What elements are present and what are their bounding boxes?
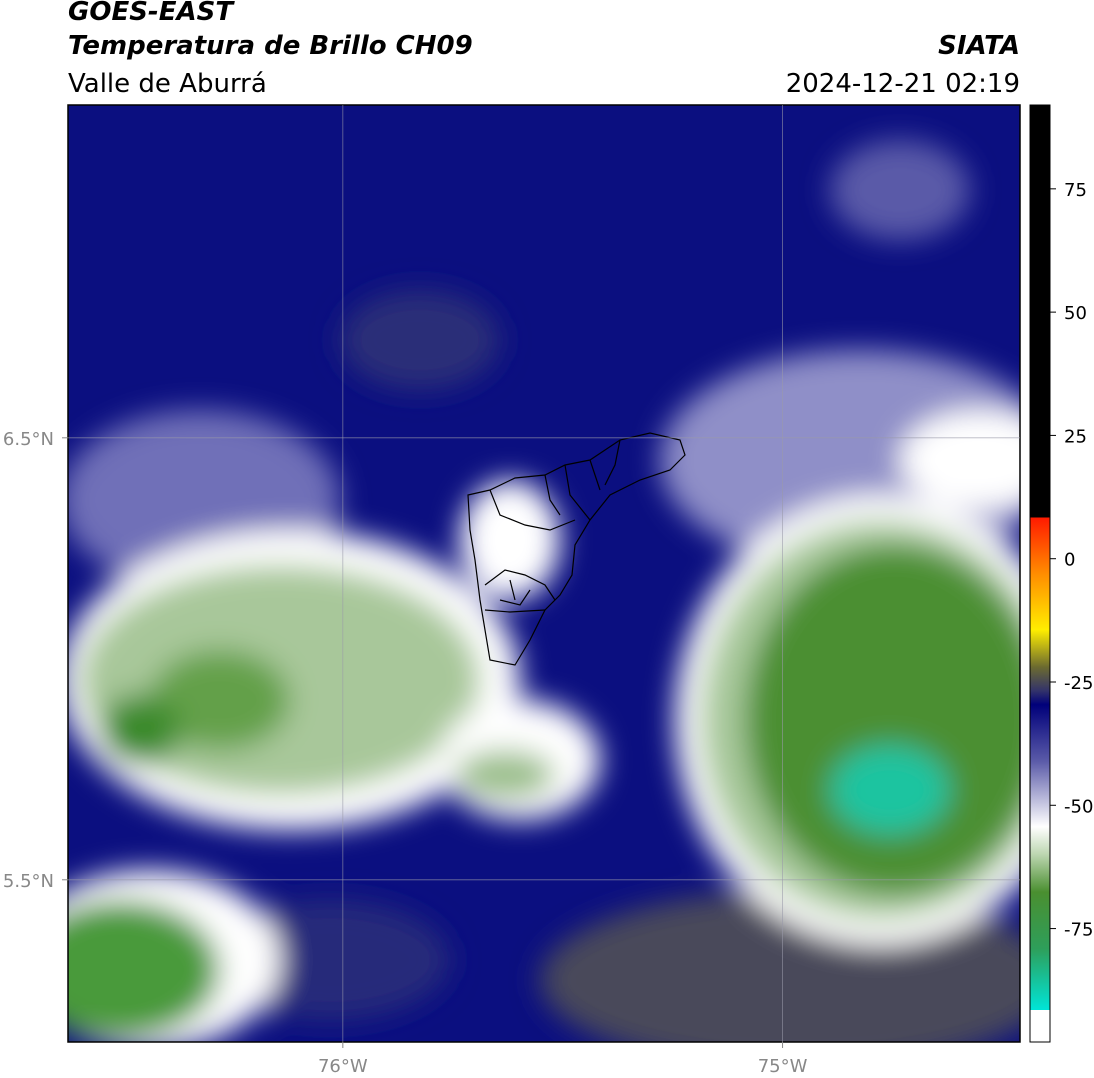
- subtitle: Temperatura de Brillo CH09: [68, 31, 473, 61]
- colorbar-tick-label: -25: [1064, 673, 1093, 694]
- y-tick-label: 5.5°N: [3, 871, 54, 892]
- colorbar-tick-label: 25: [1064, 426, 1087, 447]
- colorbar-tick-label: 50: [1064, 303, 1087, 324]
- source: SIATA: [938, 31, 1020, 61]
- colorbar-tick-label: 75: [1064, 180, 1087, 201]
- colorbar: [1029, 104, 1051, 1043]
- timestamp: 2024-12-21 02:19: [786, 69, 1020, 99]
- y-tick-label: 6.5°N: [3, 429, 54, 450]
- x-tick-label: 75°W: [758, 1056, 808, 1077]
- region: Valle de Aburrá: [68, 69, 267, 99]
- colorbar-tick-label: -75: [1064, 920, 1093, 941]
- colorbar-tick-label: -50: [1064, 796, 1093, 817]
- x-tick-label: 76°W: [318, 1056, 368, 1077]
- map-frame: [67, 104, 1021, 1043]
- satellite-image: [68, 105, 1020, 1042]
- municipal-borders: [467, 432, 686, 666]
- title: GOES-EAST: [68, 0, 235, 27]
- colorbar-tick-label: 0: [1064, 550, 1075, 571]
